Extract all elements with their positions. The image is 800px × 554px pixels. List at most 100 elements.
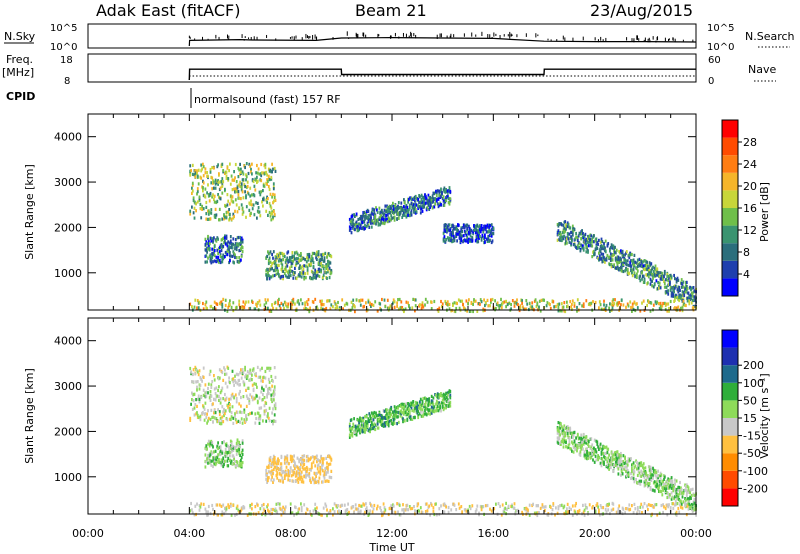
heatmap-cell — [365, 422, 368, 426]
heatmap-cell — [427, 193, 430, 197]
heatmap-cell — [640, 461, 643, 465]
heatmap-cell — [250, 371, 252, 376]
heatmap-cell — [306, 454, 309, 458]
heatmap-cell — [278, 259, 280, 263]
heatmap-cell — [601, 245, 604, 249]
heatmap-cell — [468, 232, 471, 236]
heatmap-cell — [280, 473, 283, 477]
nsky-tick-bottom: 10^0 — [50, 42, 77, 53]
heatmap-cell — [499, 304, 501, 308]
heatmap-cell — [218, 410, 221, 414]
heatmap-cell — [690, 301, 693, 305]
heatmap-cell — [591, 240, 594, 244]
heatmap-cell — [426, 206, 429, 210]
heatmap-cell — [271, 195, 273, 199]
heatmap-cell — [632, 461, 635, 465]
heatmap-cell — [404, 404, 407, 408]
heatmap-cell — [569, 236, 572, 240]
heatmap-cell — [573, 243, 576, 247]
heatmap-cell — [290, 459, 293, 464]
heatmap-cell — [316, 471, 318, 475]
heatmap-cell — [421, 301, 424, 305]
heatmap-cell — [327, 465, 329, 470]
heatmap-cell — [600, 257, 603, 261]
heatmap-cell — [479, 234, 481, 239]
heatmap-cell — [247, 413, 250, 417]
heatmap-cell — [490, 234, 493, 238]
heatmap-cell — [256, 179, 259, 183]
heatmap-cell — [649, 282, 652, 286]
heatmap-cell — [668, 306, 670, 311]
heatmap-cell — [274, 268, 277, 273]
heatmap-cell — [479, 302, 481, 306]
heatmap-cell — [234, 255, 236, 259]
heatmap-cell — [476, 309, 479, 313]
heatmap-cell — [361, 428, 364, 432]
heatmap-cell — [278, 304, 281, 308]
heatmap-cell — [284, 274, 287, 278]
heatmap-cell — [379, 215, 382, 219]
heatmap-cell — [571, 442, 574, 446]
heatmap-cell — [270, 393, 273, 397]
cpid-text: normalsound (fast) 157 RF — [194, 93, 341, 106]
heatmap-cell — [667, 302, 670, 306]
heatmap-cell — [616, 450, 619, 454]
heatmap-cell — [665, 486, 668, 490]
heatmap-cell — [490, 223, 493, 227]
heatmap-cell — [611, 258, 614, 262]
heatmap-cell — [241, 170, 244, 174]
heatmap-cell — [218, 218, 221, 222]
heatmap-cell — [240, 170, 242, 174]
heatmap-cell — [267, 377, 270, 381]
heatmap-cell — [379, 416, 382, 420]
heatmap-cell — [638, 261, 641, 265]
heatmap-cell — [444, 393, 447, 397]
heatmap-cell — [370, 419, 372, 423]
heatmap-cell — [294, 466, 296, 470]
heatmap-cell — [234, 306, 237, 310]
heatmap-cell — [200, 169, 203, 173]
heatmap-cell — [193, 206, 196, 210]
heatmap-cell — [593, 452, 595, 456]
heatmap-cell — [459, 232, 462, 236]
heatmap-cell — [251, 178, 254, 182]
heatmap-cell — [490, 300, 492, 304]
heatmap-cell — [314, 268, 317, 272]
heatmap-cell — [296, 456, 299, 460]
heatmap-cell — [599, 442, 602, 446]
heatmap-cell — [223, 366, 225, 370]
heatmap-cell — [380, 221, 382, 225]
heatmap-cell — [680, 295, 682, 299]
heatmap-cell — [582, 442, 585, 446]
heatmap-cell — [240, 242, 242, 247]
heatmap-cell — [559, 433, 561, 437]
heatmap-cell — [210, 383, 213, 387]
heatmap-cell — [361, 220, 364, 224]
heatmap-cell — [519, 304, 522, 308]
heatmap-cell — [500, 297, 502, 301]
heatmap-cell — [653, 480, 656, 484]
heatmap-cell — [258, 190, 261, 194]
heatmap-cell — [410, 213, 413, 217]
heatmap-cell — [566, 237, 568, 241]
heatmap-cell — [249, 194, 252, 198]
heatmap-cell — [569, 431, 572, 435]
heatmap-cell — [198, 198, 201, 202]
heatmap-cell — [441, 400, 444, 404]
heatmap-cell — [594, 247, 597, 251]
heatmap-cell — [204, 167, 207, 171]
heatmap-cell — [298, 460, 301, 464]
heatmap-cell — [270, 218, 273, 222]
heatmap-cell — [689, 285, 691, 289]
heatmap-cell — [535, 305, 538, 309]
heatmap-cell — [341, 298, 344, 302]
heatmap-cell — [598, 306, 600, 310]
heatmap-cell — [328, 266, 331, 270]
heatmap-cell — [490, 228, 493, 232]
heatmap-cell — [272, 199, 275, 203]
heatmap-cell — [216, 165, 219, 169]
heatmap-cell — [227, 456, 230, 460]
heatmap-cell — [239, 180, 241, 184]
heatmap-cell — [392, 205, 395, 209]
heatmap-cell — [468, 309, 471, 313]
